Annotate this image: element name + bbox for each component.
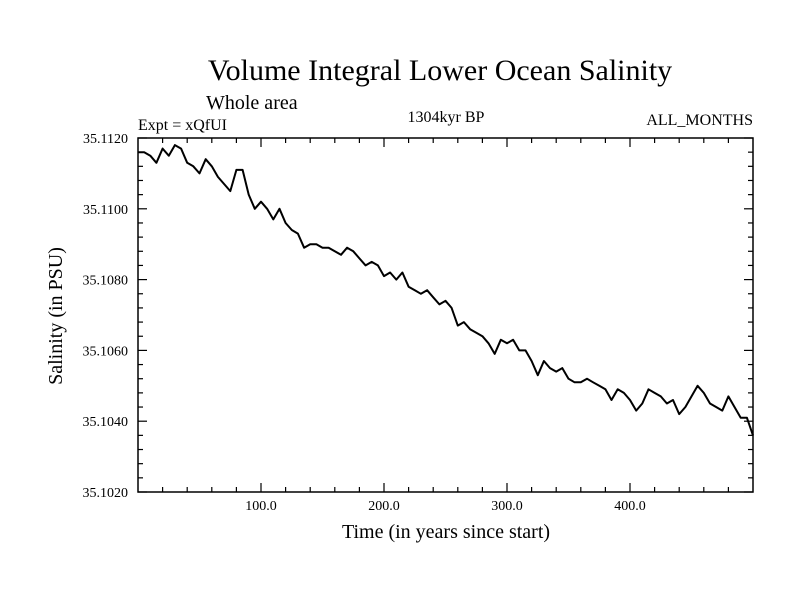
- axis-ticks: [138, 137, 753, 493]
- period-label: 1304kyr BP: [408, 109, 485, 126]
- experiment-label: Expt = xQfUI: [138, 117, 227, 134]
- axis-tick-labels: 100.0 200.0 300.0 400.0 35.1020 35.1040 35.106…: [83, 132, 646, 514]
- x-axis-label: Time (in years since start): [342, 521, 550, 543]
- x-tick-label: 400.0: [614, 499, 646, 514]
- series-line-salinity: [138, 144, 754, 436]
- y-axis-label: Salinity (in PSU): [45, 247, 67, 385]
- chart-title: Volume Integral Lower Ocean Salinity: [208, 54, 672, 87]
- plot-frame: [137, 137, 754, 493]
- x-tick-label: 200.0: [368, 499, 400, 514]
- y-tick-label: 35.1060: [83, 344, 129, 359]
- x-tick-label: 300.0: [491, 499, 523, 514]
- chart-subtitle: Whole area: [206, 92, 298, 114]
- months-label: ALL_MONTHS: [646, 112, 753, 129]
- y-tick-label: 35.1080: [83, 274, 129, 289]
- y-tick-label: 35.1100: [83, 203, 128, 218]
- y-tick-label: 35.1020: [83, 486, 129, 501]
- y-tick-label: 35.1120: [83, 132, 128, 147]
- y-tick-label: 35.1040: [83, 415, 129, 430]
- x-tick-label: 100.0: [245, 499, 277, 514]
